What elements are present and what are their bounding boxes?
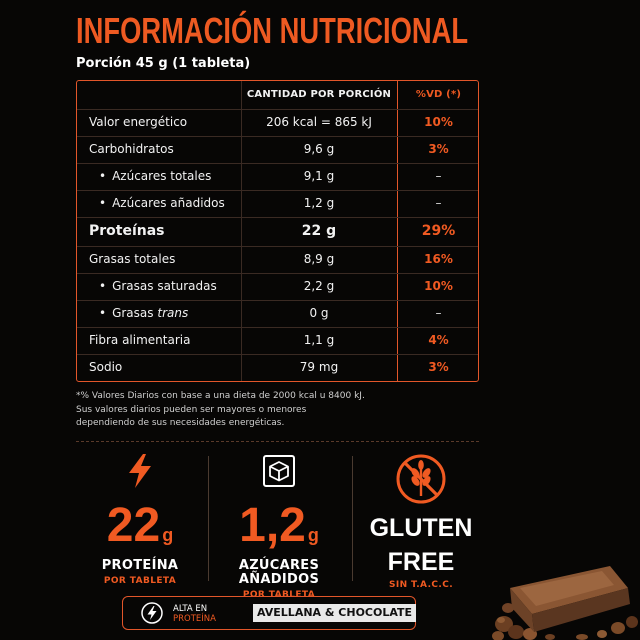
sugar-label-2: AÑADIDOS [238, 572, 320, 587]
serving-size: Porción 45 g (1 tableta) [76, 56, 251, 71]
bullet-icon: • [99, 279, 107, 293]
lightning-icon [75, 452, 205, 490]
table-row: • Azúcares totales 9,1 g – [77, 163, 478, 191]
column-divider [241, 81, 242, 381]
nutrient-amount: 0 g [309, 306, 329, 320]
sugar-sublabel: POR TABLETA [242, 590, 316, 600]
bullet-icon: • [99, 306, 107, 320]
nutrient-dv: 16% [424, 252, 453, 266]
flavor-badge: ALTA EN PROTEÍNA AVELLANA & CHOCOLATE [122, 596, 417, 630]
protein-number: 22 [106, 499, 161, 552]
nutrient-dv: 3% [428, 142, 449, 156]
table-row: Fibra alimentaria 1,1 g 4% [77, 327, 478, 355]
nutrient-amount: 79 mg [299, 360, 339, 374]
protein-sublabel: POR TABLETA [103, 576, 177, 586]
high-protein-text: ALTA EN PROTEÍNA [173, 604, 216, 624]
flavor-label: AVELLANA & CHOCOLATE [253, 604, 417, 622]
nutrient-name-text: Azúcares totales [112, 169, 212, 183]
column-divider-dv [397, 81, 398, 381]
footnote-line: dependiendo de sus necesidades energétic… [76, 418, 285, 428]
header-dv: %VD (*) [415, 89, 462, 100]
box-icon [214, 452, 344, 490]
table-row: • Azúcares añadidos 1,2 g – [77, 190, 478, 218]
stat-sugar: 1,2 g AZÚCARES AÑADIDOS POR TABLETA [214, 452, 344, 600]
footnote-line: *% Valores Diarios con base a una dieta … [76, 391, 365, 401]
lightning-circle-icon [141, 602, 163, 624]
nutrient-name: • Grasas trans [99, 300, 188, 327]
nutrient-dv: 10% [424, 279, 453, 293]
sugar-label-1: AZÚCARES [238, 558, 320, 573]
nutrient-name: • Grasas saturadas [99, 273, 217, 300]
nutrient-dv: – [435, 196, 442, 210]
stat-protein: 22 g PROTEÍNA POR TABLETA [75, 452, 205, 586]
page-title: INFORMACIÓN NUTRICIONAL [76, 10, 469, 51]
stat-gluten: GLUTEN FREE SIN T.A.C.C. [356, 452, 486, 590]
nutrient-name: Sodio [89, 360, 123, 374]
nutrition-table: CANTIDAD POR PORCIÓN %VD (*) Valor energ… [76, 80, 479, 382]
product-bar-image [492, 566, 638, 640]
gluten-label-2: FREE [387, 548, 455, 576]
nutrient-name: • Azúcares añadidos [99, 190, 225, 217]
bullet-icon: • [99, 196, 107, 210]
nutrient-name: Fibra alimentaria [89, 333, 191, 347]
gluten-sublabel: SIN T.A.C.C. [388, 580, 454, 590]
nutrient-dv: 10% [424, 115, 453, 129]
nutrient-name: Valor energético [89, 115, 188, 129]
header-amount: CANTIDAD POR PORCIÓN [246, 89, 392, 100]
gluten-label-1: GLUTEN [369, 514, 473, 542]
nutrient-name: • Azúcares totales [99, 163, 211, 190]
high-protein-line-2: PROTEÍNA [173, 614, 216, 624]
nutrient-name-text: Azúcares añadidos [112, 196, 225, 210]
nutrient-name: Proteínas [89, 223, 165, 239]
footnote: *% Valores Diarios con base a una dieta … [76, 390, 396, 431]
nutrient-amount: 9,6 g [303, 142, 335, 156]
table-header-row: CANTIDAD POR PORCIÓN %VD (*) [77, 81, 478, 110]
sugar-unit: g [307, 525, 319, 545]
table-row: Valor energético 206 kcal = 865 kJ 10% [77, 109, 478, 137]
nutrient-dv: 4% [428, 333, 449, 347]
nutrient-amount: 9,1 g [303, 169, 335, 183]
nutrient-name-text: Grasas [112, 306, 154, 320]
table-row: • Grasas trans 0 g – [77, 300, 478, 328]
nutrient-amount: 206 kcal = 865 kJ [266, 115, 372, 129]
stat-divider [208, 456, 209, 581]
bullet-icon: • [99, 169, 107, 183]
nutrient-amount: 22 g [301, 223, 337, 239]
table-row: Sodio 79 mg 3% [77, 354, 478, 381]
nutrient-dv: – [435, 169, 442, 183]
nutrient-dv: – [435, 306, 442, 320]
dashed-separator [76, 441, 479, 442]
nutrient-dv: 29% [421, 223, 456, 239]
footnote-line: Sus valores diarios pueden ser mayores o… [76, 404, 307, 415]
nutrient-dv: 3% [428, 360, 449, 374]
table-row: • Grasas saturadas 2,2 g 10% [77, 273, 478, 301]
table-row-highlight: Proteínas 22 g 29% [77, 217, 478, 247]
nutrient-name-italic: trans [157, 306, 189, 320]
nutrient-name: Grasas totales [89, 252, 176, 266]
protein-label: PROTEÍNA [101, 558, 179, 573]
stat-divider [352, 456, 353, 581]
protein-unit: g [162, 525, 174, 545]
sugar-value: 1,2 g [214, 502, 344, 559]
sugar-number: 1,2 [239, 499, 306, 552]
table-row: Grasas totales 8,9 g 16% [77, 246, 478, 274]
nutrient-amount: 1,1 g [303, 333, 335, 347]
nutrient-amount: 8,9 g [303, 252, 335, 266]
nutrient-name-text: Grasas saturadas [112, 279, 217, 293]
nutrient-amount: 1,2 g [303, 196, 335, 210]
table-row: Carbohidratos 9,6 g 3% [77, 136, 478, 164]
nutrient-name: Carbohidratos [89, 142, 174, 156]
nutrient-amount: 2,2 g [303, 279, 335, 293]
protein-value: 22 g [75, 502, 205, 559]
no-wheat-icon [356, 452, 486, 506]
high-protein-line-1: ALTA EN [173, 604, 208, 614]
